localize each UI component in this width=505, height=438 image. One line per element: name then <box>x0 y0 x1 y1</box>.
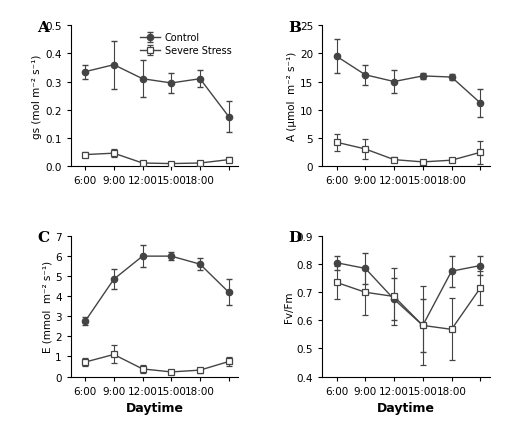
Y-axis label: E (mmol  m⁻² s⁻¹): E (mmol m⁻² s⁻¹) <box>42 261 53 353</box>
Text: C: C <box>37 231 49 245</box>
Text: A: A <box>37 21 49 35</box>
Y-axis label: A (μmol  m⁻² s⁻¹): A (μmol m⁻² s⁻¹) <box>287 52 297 141</box>
Legend: Control, Severe Stress: Control, Severe Stress <box>138 31 233 58</box>
Text: B: B <box>289 21 301 35</box>
Y-axis label: Fv/Fm: Fv/Fm <box>284 291 294 322</box>
Y-axis label: gs (mol m⁻² s⁻¹): gs (mol m⁻² s⁻¹) <box>32 54 42 138</box>
X-axis label: Daytime: Daytime <box>377 401 435 414</box>
X-axis label: Daytime: Daytime <box>126 401 183 414</box>
Text: D: D <box>289 231 302 245</box>
